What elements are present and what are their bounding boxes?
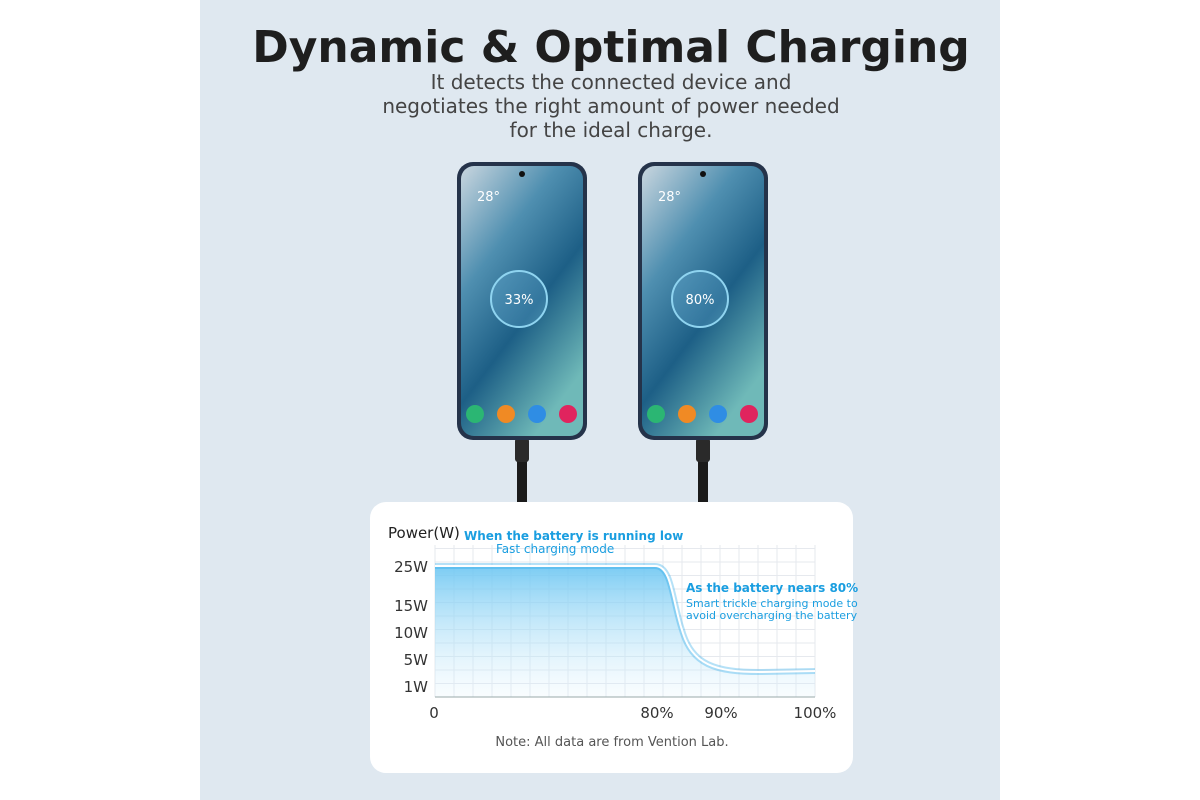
y-label: 5W — [404, 651, 429, 669]
subtitle-line: It detects the connected device and — [431, 70, 792, 94]
app-icon — [678, 405, 696, 423]
annotation-title: As the battery nears 80% — [686, 581, 858, 595]
title: Dynamic & Optimal Charging — [252, 22, 970, 73]
y-labels: 25W 15W 10W 5W 1W — [394, 558, 428, 696]
app-icon — [497, 405, 515, 423]
temperature: 28° — [658, 190, 681, 205]
charge-ring — [490, 270, 548, 328]
cable — [698, 438, 708, 504]
x-label: 100% — [794, 704, 837, 722]
x-label: 80% — [640, 704, 673, 722]
x-labels: 0 80% 90% 100% — [429, 704, 836, 722]
cable — [517, 438, 527, 504]
x-label: 90% — [704, 704, 737, 722]
curve — [435, 565, 816, 674]
annotation-title: When the battery is running low — [464, 529, 683, 543]
annotation-text: Smart trickle charging mode to — [686, 597, 858, 610]
y-label: 25W — [394, 558, 428, 576]
app-icon — [528, 405, 546, 423]
subtitle-line: negotiates the right amount of power nee… — [382, 94, 839, 118]
app-icon — [740, 405, 758, 423]
y-axis-title: Power(W) — [388, 524, 460, 542]
phones: 28° 33% 28° 80% — [457, 162, 768, 504]
subtitle: It detects the connected device and nego… — [382, 70, 839, 142]
y-label: 10W — [394, 624, 428, 642]
note: Note: All data are from Vention Lab. — [495, 735, 728, 750]
curve-fill — [435, 566, 815, 697]
temperature: 28° — [477, 190, 500, 205]
app-icon — [647, 405, 665, 423]
app-icon — [709, 405, 727, 423]
subtitle-line: for the ideal charge. — [510, 118, 713, 142]
y-label: 1W — [404, 678, 429, 696]
y-label: 15W — [394, 597, 428, 615]
annotation-text: Fast charging mode — [496, 542, 614, 556]
app-icon — [466, 405, 484, 423]
phone-screen — [642, 166, 764, 436]
charge-ring — [671, 270, 729, 328]
camera — [700, 171, 706, 177]
app-icon — [559, 405, 577, 423]
cable-connector — [515, 438, 529, 462]
battery-level: 33% — [505, 293, 534, 308]
x-label: 0 — [429, 704, 439, 722]
phone-screen — [461, 166, 583, 436]
camera — [519, 171, 525, 177]
annotation-text: avoid overcharging the battery — [686, 609, 858, 622]
battery-level: 80% — [686, 293, 715, 308]
cable-connector — [696, 438, 710, 462]
